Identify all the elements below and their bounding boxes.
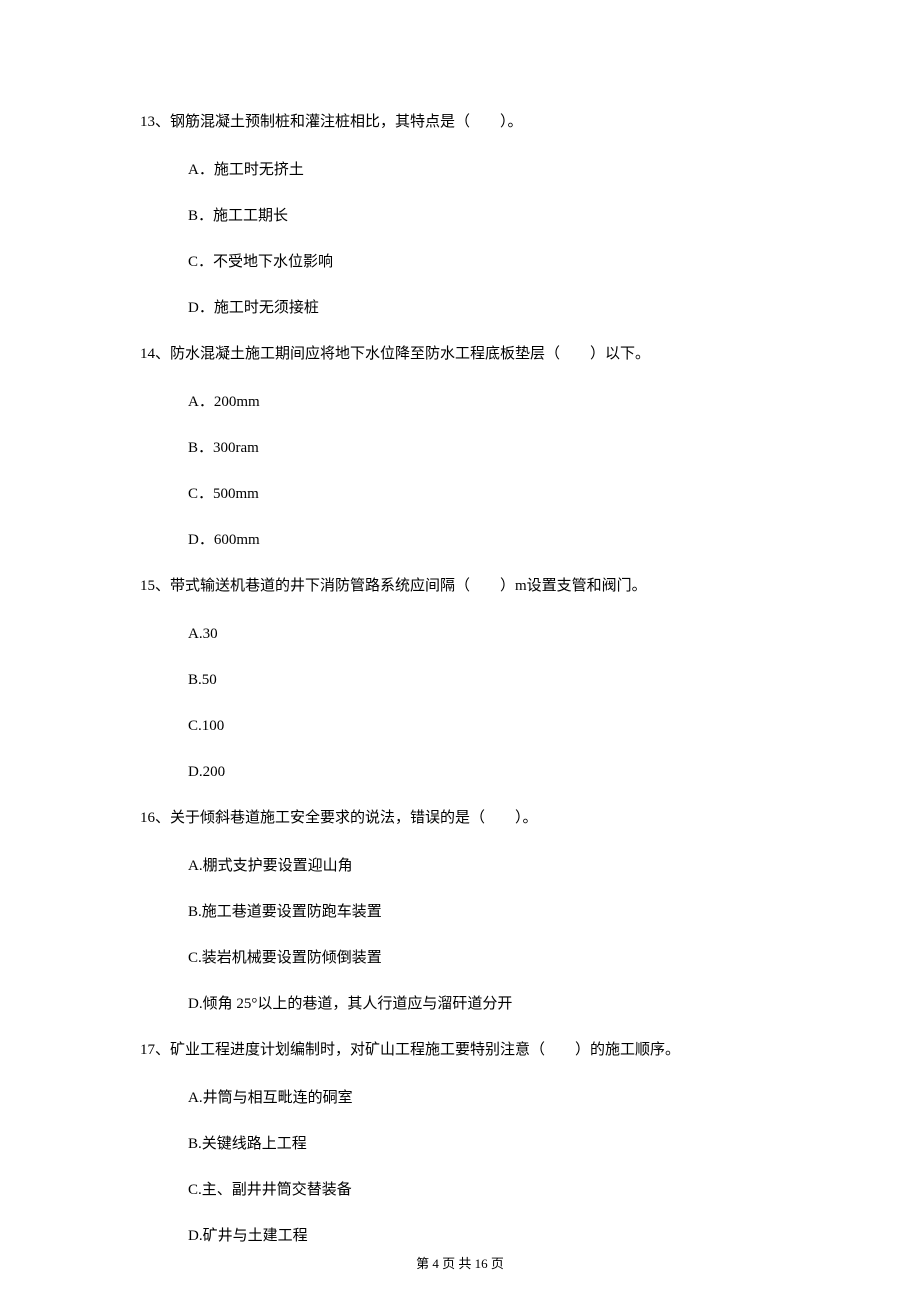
options-list: A．200mm B．300ram C．500mm D．600mm xyxy=(140,390,780,552)
option-c: C.装岩机械要设置防倾倒装置 xyxy=(188,946,780,970)
question-stem: 防水混凝土施工期间应将地下水位降至防水工程底板垫层（ ）以下。 xyxy=(170,346,650,362)
option-c: C.100 xyxy=(188,714,780,738)
question-15: 15、带式输送机巷道的井下消防管路系统应间隔（ ）m设置支管和阀门。 A.30 … xyxy=(140,574,780,784)
option-d: D．600mm xyxy=(188,528,780,552)
question-number: 15、 xyxy=(140,578,170,594)
option-a: A．施工时无挤土 xyxy=(188,158,780,182)
option-d: D.200 xyxy=(188,760,780,784)
option-d: D.矿井与土建工程 xyxy=(188,1224,780,1248)
document-content: 13、钢筋混凝土预制桩和灌注桩相比，其特点是（ ）。 A．施工时无挤土 B．施工… xyxy=(140,110,780,1248)
question-stem: 带式输送机巷道的井下消防管路系统应间隔（ ）m设置支管和阀门。 xyxy=(170,578,647,594)
question-text: 13、钢筋混凝土预制桩和灌注桩相比，其特点是（ ）。 xyxy=(140,110,780,134)
option-d: D．施工时无须接桩 xyxy=(188,296,780,320)
question-stem: 关于倾斜巷道施工安全要求的说法，错误的是（ ）。 xyxy=(170,810,538,826)
question-number: 13、 xyxy=(140,114,170,130)
option-b: B.50 xyxy=(188,668,780,692)
options-list: A.30 B.50 C.100 D.200 xyxy=(140,622,780,784)
question-number: 17、 xyxy=(140,1042,170,1058)
option-a: A.棚式支护要设置迎山角 xyxy=(188,854,780,878)
question-17: 17、矿业工程进度计划编制时，对矿山工程施工要特别注意（ ）的施工顺序。 A.井… xyxy=(140,1038,780,1248)
option-c: C.主、副井井筒交替装备 xyxy=(188,1178,780,1202)
option-a: A．200mm xyxy=(188,390,780,414)
option-b: B．施工工期长 xyxy=(188,204,780,228)
page-footer: 第 4 页 共 16 页 xyxy=(0,1253,920,1272)
option-c: C．不受地下水位影响 xyxy=(188,250,780,274)
question-16: 16、关于倾斜巷道施工安全要求的说法，错误的是（ ）。 A.棚式支护要设置迎山角… xyxy=(140,806,780,1016)
options-list: A.棚式支护要设置迎山角 B.施工巷道要设置防跑车装置 C.装岩机械要设置防倾倒… xyxy=(140,854,780,1016)
option-a: A.30 xyxy=(188,622,780,646)
question-13: 13、钢筋混凝土预制桩和灌注桩相比，其特点是（ ）。 A．施工时无挤土 B．施工… xyxy=(140,110,780,320)
option-b: B．300ram xyxy=(188,436,780,460)
option-a: A.井筒与相互毗连的硐室 xyxy=(188,1086,780,1110)
option-c: C．500mm xyxy=(188,482,780,506)
option-b: B.施工巷道要设置防跑车装置 xyxy=(188,900,780,924)
question-text: 14、防水混凝土施工期间应将地下水位降至防水工程底板垫层（ ）以下。 xyxy=(140,342,780,366)
question-number: 14、 xyxy=(140,346,170,362)
question-text: 16、关于倾斜巷道施工安全要求的说法，错误的是（ ）。 xyxy=(140,806,780,830)
option-b: B.关键线路上工程 xyxy=(188,1132,780,1156)
question-stem: 矿业工程进度计划编制时，对矿山工程施工要特别注意（ ）的施工顺序。 xyxy=(170,1042,680,1058)
question-number: 16、 xyxy=(140,810,170,826)
question-text: 15、带式输送机巷道的井下消防管路系统应间隔（ ）m设置支管和阀门。 xyxy=(140,574,780,598)
options-list: A.井筒与相互毗连的硐室 B.关键线路上工程 C.主、副井井筒交替装备 D.矿井… xyxy=(140,1086,780,1248)
options-list: A．施工时无挤土 B．施工工期长 C．不受地下水位影响 D．施工时无须接桩 xyxy=(140,158,780,320)
option-d: D.倾角 25°以上的巷道，其人行道应与溜矸道分开 xyxy=(188,992,780,1016)
question-14: 14、防水混凝土施工期间应将地下水位降至防水工程底板垫层（ ）以下。 A．200… xyxy=(140,342,780,552)
question-text: 17、矿业工程进度计划编制时，对矿山工程施工要特别注意（ ）的施工顺序。 xyxy=(140,1038,780,1062)
question-stem: 钢筋混凝土预制桩和灌注桩相比，其特点是（ ）。 xyxy=(170,114,523,130)
